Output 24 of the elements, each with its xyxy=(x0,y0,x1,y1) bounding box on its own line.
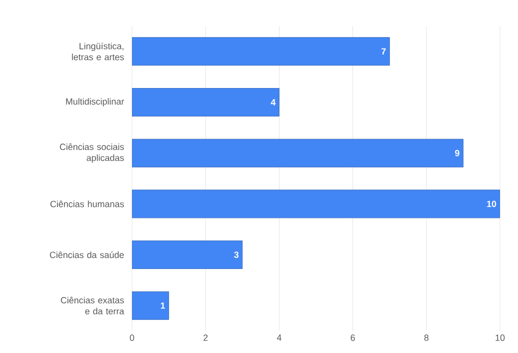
x-tick-label: 6 xyxy=(350,334,355,341)
x-tick-label: 10 xyxy=(496,334,505,341)
y-tick-label: Ciências sociais aplicadas xyxy=(60,143,124,163)
data-label: 7 xyxy=(381,48,386,54)
bar xyxy=(132,88,280,116)
y-tick-label: Ciências exatas e da terra xyxy=(60,296,124,314)
bar xyxy=(132,138,464,168)
x-tick-label: 2 xyxy=(204,334,208,341)
y-tick-label: Lingüística, letras e artes xyxy=(72,42,124,60)
x-tick-label: 4 xyxy=(276,334,282,341)
data-label: 3 xyxy=(234,252,239,258)
y-tick-label: Ciências humanas xyxy=(50,200,124,208)
x-tick-label: 8 xyxy=(424,334,429,341)
bar xyxy=(132,37,390,66)
bar xyxy=(132,240,243,269)
data-label: 4 xyxy=(270,99,276,106)
data-label: 1 xyxy=(160,302,166,309)
data-label: 10 xyxy=(487,200,496,208)
data-label: 9 xyxy=(455,150,460,156)
y-tick-label: Multidisciplinar xyxy=(66,98,124,106)
bar xyxy=(132,291,169,320)
bar xyxy=(132,190,500,218)
x-tick-label: 0 xyxy=(130,334,134,341)
y-tick-label: Ciências da saúde xyxy=(50,251,124,258)
